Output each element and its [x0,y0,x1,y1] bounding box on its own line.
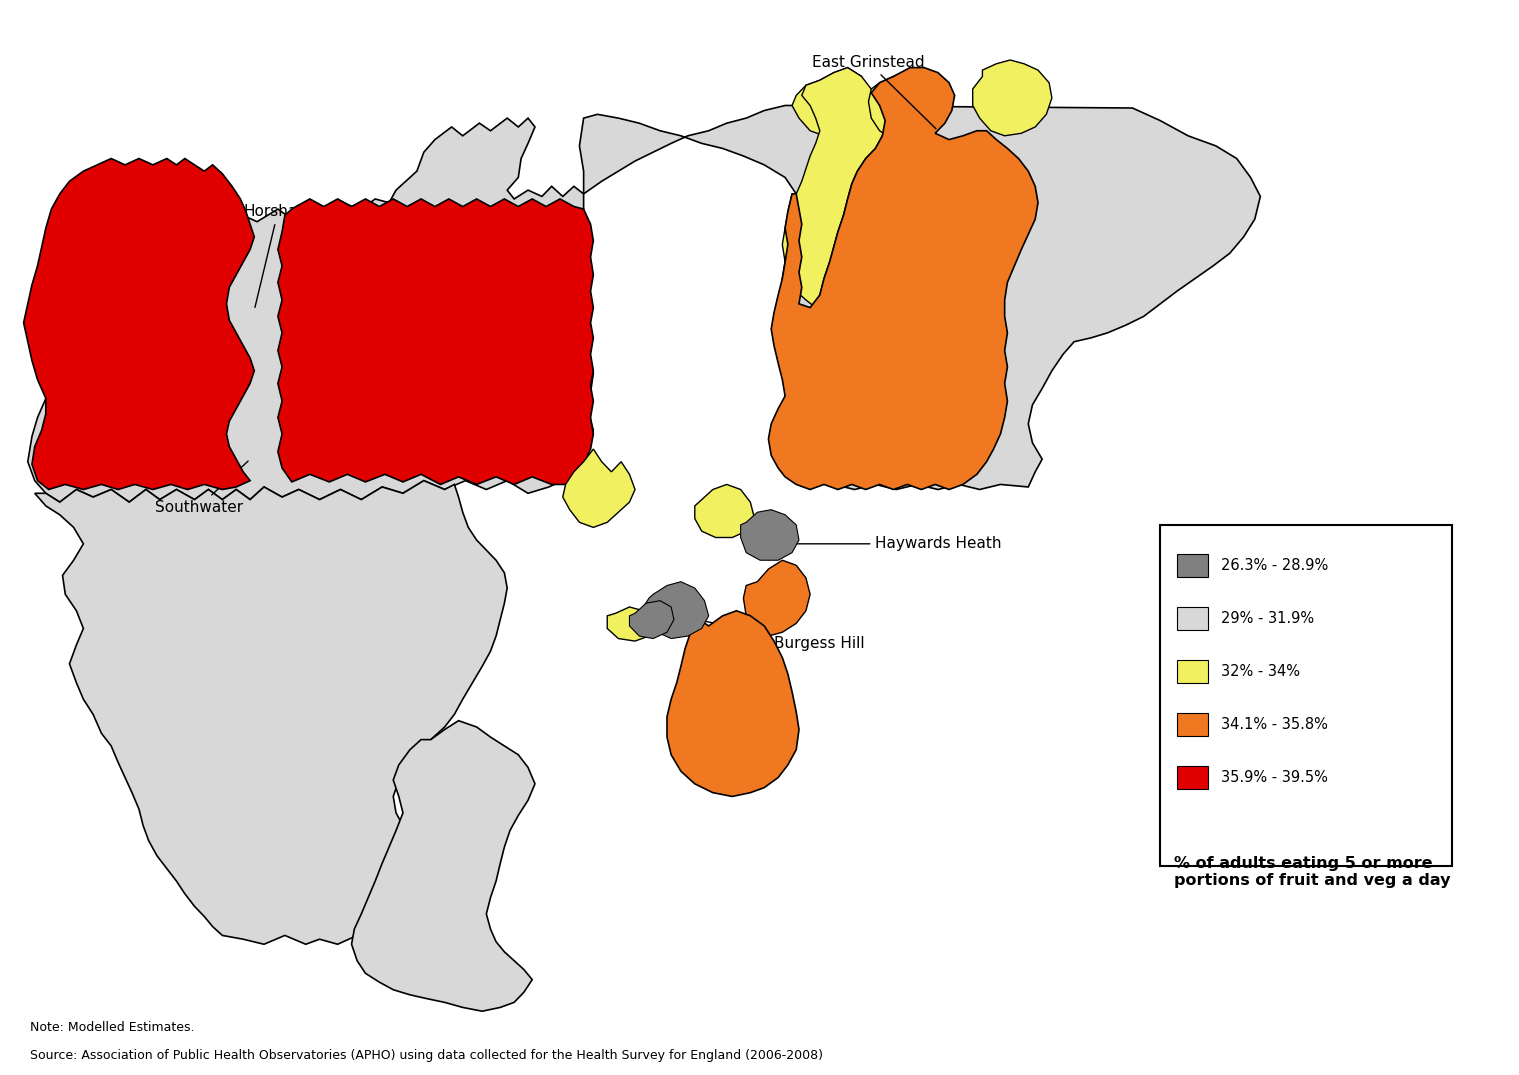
Text: Burgess Hill: Burgess Hill [679,616,864,651]
Polygon shape [741,510,799,560]
Text: Southwater: Southwater [155,461,248,515]
Text: 26.3% - 28.9%: 26.3% - 28.9% [1221,558,1329,573]
Bar [1177,660,1208,683]
Polygon shape [769,68,1037,489]
Bar [1177,766,1208,789]
Bar [1177,554,1208,576]
Bar [1177,713,1208,735]
Polygon shape [27,118,594,502]
Polygon shape [869,68,949,143]
Polygon shape [644,582,709,639]
Text: 32% - 34%: 32% - 34% [1221,664,1300,679]
Polygon shape [562,449,635,528]
Polygon shape [743,560,810,636]
Text: % of adults eating 5 or more
portions of fruit and veg a day: % of adults eating 5 or more portions of… [1174,856,1451,888]
Text: Note: Modelled Estimates.: Note: Modelled Estimates. [30,1021,194,1034]
Polygon shape [667,611,799,797]
Polygon shape [782,68,886,307]
Text: Source: Association of Public Health Observatories (APHO) using data collected f: Source: Association of Public Health Obs… [30,1049,823,1062]
Polygon shape [35,481,507,944]
Text: East Grinstead: East Grinstead [813,55,936,129]
FancyBboxPatch shape [1161,525,1452,866]
Bar [1177,607,1208,630]
Polygon shape [351,720,535,1012]
Polygon shape [343,257,410,329]
Text: 29% - 31.9%: 29% - 31.9% [1221,611,1314,626]
Polygon shape [629,601,674,639]
Polygon shape [278,199,594,485]
Polygon shape [24,158,254,489]
Text: Haywards Heath: Haywards Heath [776,536,1003,551]
Polygon shape [608,607,653,641]
Polygon shape [694,485,755,538]
Text: 35.9% - 39.5%: 35.9% - 39.5% [1221,770,1328,785]
Polygon shape [972,60,1051,135]
Polygon shape [579,105,1261,489]
Text: Horsham: Horsham [243,204,313,307]
Polygon shape [791,68,866,135]
Text: 34.1% - 35.8%: 34.1% - 35.8% [1221,717,1328,732]
